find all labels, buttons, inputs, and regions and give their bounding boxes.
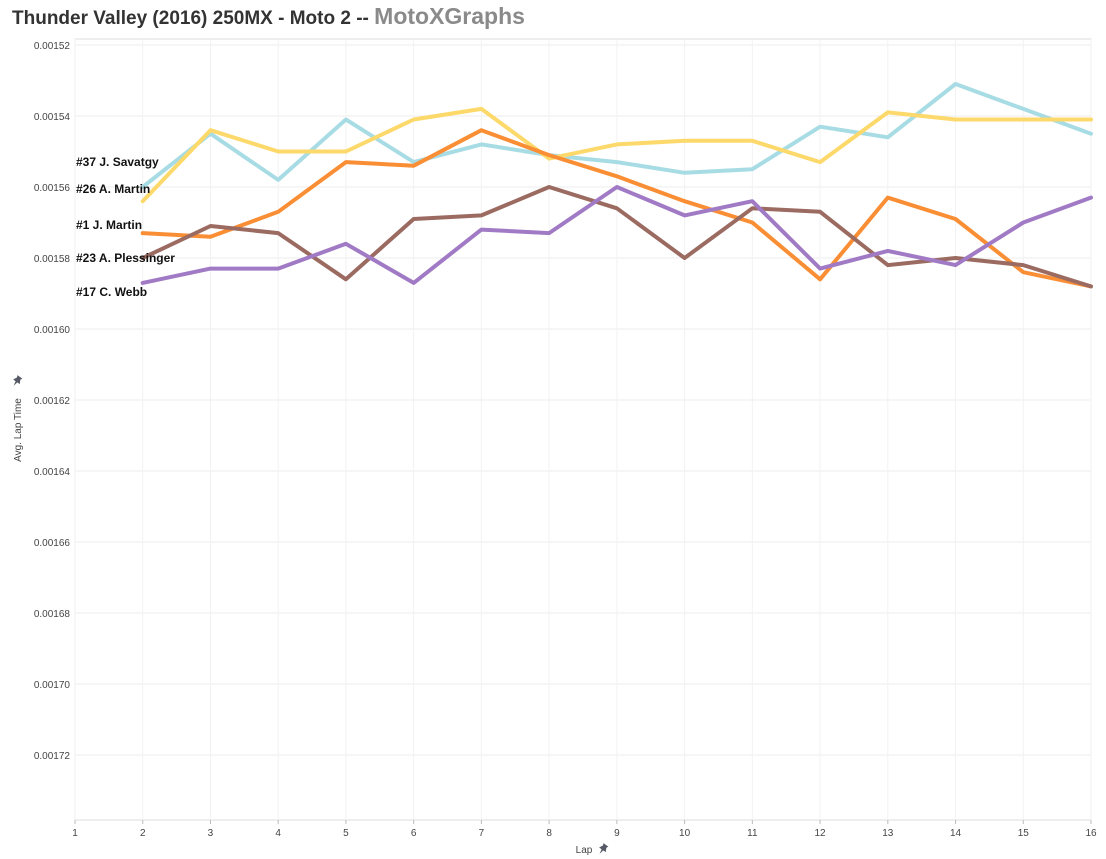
x-tick-label: 1 xyxy=(72,828,78,839)
y-tick-label: 0.00152 xyxy=(34,41,71,52)
y-axis-ticks: 0.00152 0.00154 0.00156 0.00158 0.00160 0.001… xyxy=(34,41,71,762)
y-tick-label: 0.00164 xyxy=(34,467,71,478)
chart-title-brand: MotoXGraphs xyxy=(374,3,525,29)
x-tick-label: 9 xyxy=(614,828,620,839)
x-tick-label: 11 xyxy=(747,828,758,839)
x-axis-pin-icon[interactable] xyxy=(596,843,609,857)
series-labels: #37 J. Savatgy #26 A. Martin #1 J. Martin #… xyxy=(76,155,175,299)
y-tick-label: 0.00172 xyxy=(34,751,71,762)
y-tick-label: 0.00168 xyxy=(34,609,71,620)
y-tick-label: 0.00170 xyxy=(34,680,71,691)
x-tick-label: 8 xyxy=(546,828,552,839)
y-tick-label: 0.00166 xyxy=(34,538,71,549)
x-tick-label: 15 xyxy=(1018,828,1030,839)
series-lines xyxy=(140,82,1093,289)
chart-title-main: Thunder Valley (2016) 250MX - Moto 2 -- xyxy=(12,8,369,29)
y-axis-pin-icon[interactable] xyxy=(10,375,23,389)
x-tick-label: 13 xyxy=(882,828,894,839)
series-label: #1 J. Martin xyxy=(76,218,142,232)
y-tick-label: 0.00156 xyxy=(34,183,71,194)
series-line[interactable] xyxy=(140,185,1093,285)
plot-area xyxy=(74,38,1092,821)
gridlines xyxy=(74,39,1092,820)
series-label: #26 A. Martin xyxy=(76,182,150,196)
series-line[interactable] xyxy=(140,82,1093,189)
x-tick-label: 12 xyxy=(815,828,827,839)
series-label: #23 A. Plessinger xyxy=(76,251,175,265)
y-tick-label: 0.00154 xyxy=(34,112,71,123)
x-tick-label: 4 xyxy=(275,828,281,839)
x-tick-label: 16 xyxy=(1085,828,1097,839)
x-tick-label: 3 xyxy=(208,828,214,839)
y-tick-label: 0.00158 xyxy=(34,254,71,265)
x-tick-label: 14 xyxy=(950,828,962,839)
series-line[interactable] xyxy=(140,128,1093,289)
y-tick-label: 0.00160 xyxy=(34,325,71,336)
x-tick-label: 6 xyxy=(411,828,417,839)
series-line[interactable] xyxy=(140,106,1093,204)
x-tick-label: 2 xyxy=(140,828,146,839)
y-tick-label: 0.00162 xyxy=(34,396,71,407)
x-axis-ticks: 1 2 3 4 5 6 7 8 9 10 11 12 13 14 15 16 xyxy=(72,820,1097,839)
x-tick-label: 5 xyxy=(343,828,349,839)
x-tick-label: 10 xyxy=(679,828,691,839)
chart-title: Thunder Valley (2016) 250MX - Moto 2 -- … xyxy=(12,3,525,30)
series-label: #17 C. Webb xyxy=(76,285,147,299)
x-axis-title: Lap xyxy=(576,845,593,856)
x-tick-label: 7 xyxy=(479,828,485,839)
series-label: #37 J. Savatgy xyxy=(76,155,159,169)
y-axis-title: Avg. Lap Time xyxy=(13,398,24,462)
